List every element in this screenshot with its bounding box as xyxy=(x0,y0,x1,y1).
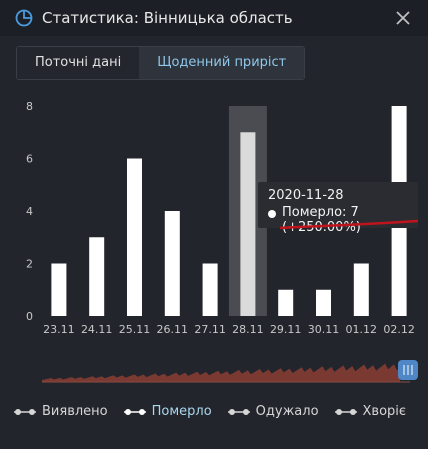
tooltip-series-dot xyxy=(268,210,276,218)
tab-daily-growth[interactable]: Щоденний приріст xyxy=(139,47,305,79)
bar xyxy=(51,263,67,316)
x-tick-label: 26.11 xyxy=(157,323,189,336)
bar-chart: 0 2 4 6 8 23.11 24.11 25.11 26.11 27.11 28.11 29.11… xyxy=(26,100,415,336)
legend-label: Виявлено xyxy=(42,404,108,419)
x-tick-label: 30.11 xyxy=(308,323,340,336)
y-tick-label: 0 xyxy=(26,310,33,323)
x-tick-label: 25.11 xyxy=(119,323,151,336)
y-tick-label: 4 xyxy=(26,205,33,218)
legend-line-icon xyxy=(227,408,250,415)
x-tick-label: 28.11 xyxy=(232,323,264,336)
navigator-series xyxy=(42,363,400,382)
window-title: Статистика: Вінницька область xyxy=(42,9,293,27)
tooltip-date: 2020-11-28 xyxy=(268,188,344,203)
legend-item-detected[interactable]: Виявлено xyxy=(14,404,108,419)
y-tick-label: 6 xyxy=(26,153,33,166)
legend-line-icon xyxy=(123,408,146,415)
tab-current-data[interactable]: Поточні дані xyxy=(17,47,140,79)
range-navigator[interactable] xyxy=(42,358,420,386)
legend-label: Одужало xyxy=(255,404,319,419)
bar xyxy=(127,158,142,316)
legend-line-icon xyxy=(14,408,36,415)
bar xyxy=(240,132,256,316)
x-tick-label: 02.12 xyxy=(383,323,415,336)
x-tick-label: 29.11 xyxy=(270,323,302,336)
legend-item-sick[interactable]: Хворіє xyxy=(334,404,407,419)
y-tick-label: 2 xyxy=(26,258,33,271)
close-icon[interactable] xyxy=(392,7,414,29)
bar xyxy=(316,289,331,316)
x-tick-label: 01.12 xyxy=(346,323,378,336)
bar xyxy=(89,237,105,316)
bar xyxy=(353,263,369,316)
tooltip-value: Померло: 7 (+250.00%) xyxy=(282,205,361,235)
legend-item-died[interactable]: Померло xyxy=(123,404,212,419)
title-bar: Статистика: Вінницька область xyxy=(0,0,428,36)
x-tick-label: 24.11 xyxy=(81,323,113,336)
tab-bar: Поточні дані Щоденний приріст xyxy=(16,46,306,80)
legend-label: Померло xyxy=(151,404,212,419)
red-underline-annotation xyxy=(279,219,419,230)
bar xyxy=(202,263,218,316)
chart-tooltip: 2020-11-28 Померло: 7 (+250.00%) xyxy=(258,182,418,235)
bar xyxy=(278,289,294,316)
bar xyxy=(164,211,180,316)
legend-item-recovered[interactable]: Одужало xyxy=(227,404,319,419)
x-tick-label: 27.11 xyxy=(194,323,226,336)
legend-line-icon xyxy=(334,408,357,415)
y-tick-label: 8 xyxy=(26,100,33,113)
legend-label: Хворіє xyxy=(362,404,407,419)
pie-chart-icon xyxy=(15,9,33,27)
x-tick-label: 23.11 xyxy=(43,323,75,336)
chart-legend: Виявлено Померло Одужало Хворіє xyxy=(14,404,406,419)
